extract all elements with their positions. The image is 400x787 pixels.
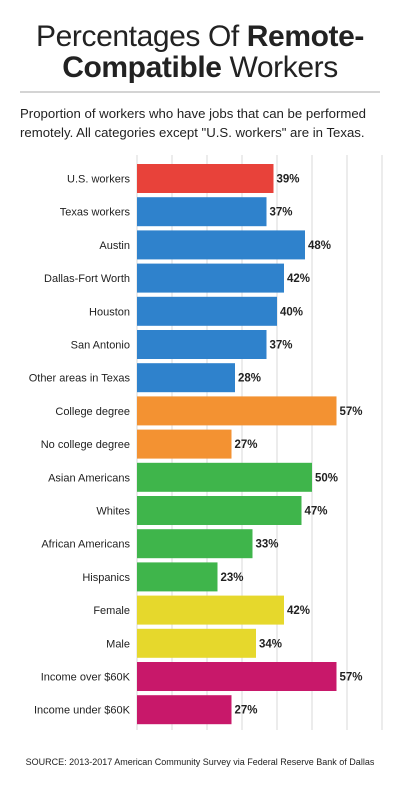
category-label: Dallas-Fort Worth: [44, 273, 130, 285]
data-label: 27%: [235, 439, 258, 451]
title-divider: [20, 91, 380, 93]
category-label: San Antonio: [71, 340, 130, 352]
bar: [137, 164, 274, 193]
category-label: Other areas in Texas: [29, 373, 131, 385]
bar: [137, 197, 267, 227]
bar: [137, 230, 305, 260]
chart-title-line-1: Percentages Of Remote-: [0, 20, 400, 54]
category-label: College degree: [55, 406, 130, 418]
data-label: 34%: [259, 638, 282, 650]
chart-subtitle: Proportion of workers who have jobs that…: [20, 106, 366, 140]
bar: [137, 595, 284, 625]
category-label: Asian Americans: [48, 472, 130, 484]
category-label: Texas workers: [60, 207, 131, 219]
bar: [137, 529, 253, 559]
bar: [137, 263, 284, 293]
data-label: 27%: [235, 705, 258, 717]
data-label: 50%: [315, 472, 338, 484]
data-label: 40%: [280, 306, 303, 318]
data-label: 48%: [308, 240, 331, 252]
bar: [137, 330, 267, 359]
category-label: Income under $60K: [34, 705, 131, 717]
bar: [137, 363, 235, 393]
bar: [137, 496, 302, 525]
category-label: Houston: [89, 306, 130, 318]
bar: [137, 562, 218, 592]
category-label: No college degree: [41, 439, 130, 451]
chart-title-part: Percentages Of: [35, 20, 239, 53]
data-label: 42%: [287, 273, 310, 285]
bar: [137, 296, 277, 326]
data-label: 39%: [277, 174, 300, 186]
data-label: 28%: [238, 373, 261, 385]
category-label: Female: [93, 605, 130, 617]
bar: [137, 462, 312, 492]
bar: [137, 628, 256, 658]
chart-title-bold-part: Remote-: [246, 20, 365, 53]
chart-title-bold-part: Compatible: [62, 51, 222, 84]
category-label: Male: [106, 638, 130, 650]
bar: [137, 429, 232, 459]
bar-chart: U.S. workers 39% Texas workers 37% Austin 48%…: [29, 155, 383, 730]
bar: [137, 396, 337, 426]
bar: [137, 695, 232, 725]
category-label: Income over $60K: [41, 672, 131, 684]
data-label: 37%: [270, 340, 293, 352]
category-label: African Americans: [41, 539, 130, 551]
category-label: U.S. workers: [67, 174, 130, 186]
category-label: Hispanics: [82, 572, 130, 584]
category-label: Austin: [99, 240, 130, 252]
data-label: 42%: [287, 605, 310, 617]
source-note: SOURCE: 2013-2017 American Community Sur…: [25, 757, 375, 767]
data-label: 23%: [221, 572, 244, 584]
data-label: 57%: [340, 672, 363, 684]
data-label: 33%: [256, 539, 279, 551]
chart-title-line-2: Compatible Workers: [0, 51, 400, 85]
data-label: 37%: [270, 207, 293, 219]
chart-title-part: Workers: [229, 51, 338, 84]
category-label: Whites: [96, 506, 130, 518]
bar: [137, 662, 337, 691]
data-label: 47%: [305, 506, 328, 518]
data-label: 57%: [340, 406, 363, 418]
